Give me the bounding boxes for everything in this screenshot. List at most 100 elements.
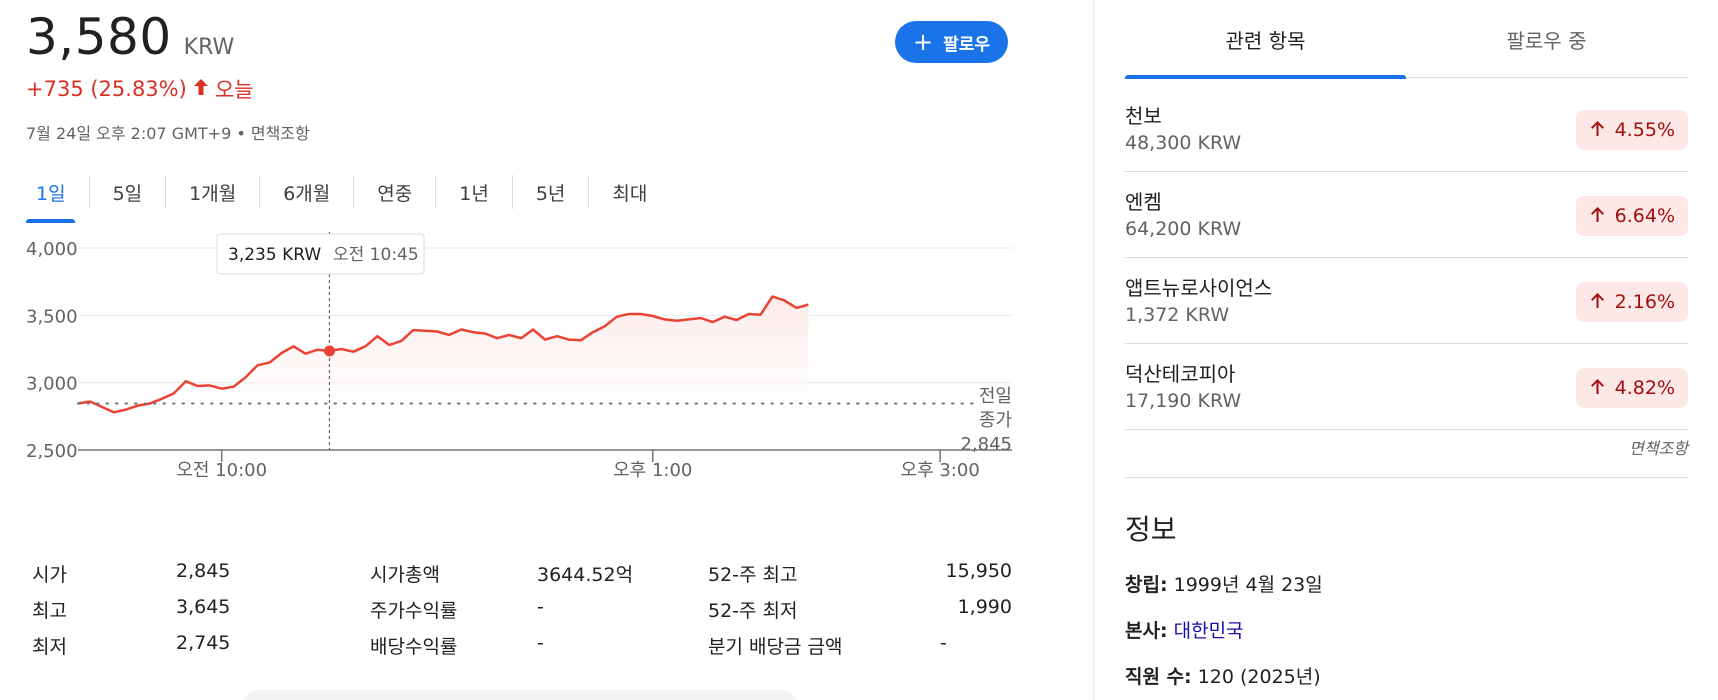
related-price: 48,300 KRW xyxy=(1125,132,1242,154)
related-item[interactable]: 천보 48,300 KRW 4.55% xyxy=(1125,86,1688,172)
tab-range-1m[interactable]: 1개월 xyxy=(166,175,261,209)
range-tabs: 1일 5일 1개월 6개월 연중 1년 5년 최대 xyxy=(26,172,670,223)
tab-related[interactable]: 관련 항목 xyxy=(1125,0,1406,79)
stats-row: 최저 2,745 배당수익률 - 분기 배당금 금액 - xyxy=(32,632,1012,662)
info-hq-link[interactable]: 대한민국 xyxy=(1173,620,1244,642)
info-founded-label: 창립: xyxy=(1125,574,1168,596)
related-disclaimer[interactable]: 면책조항 xyxy=(1629,439,1688,458)
stat-label-pe-ratio: 주가수익률 xyxy=(370,600,458,622)
quote-panel: 3,580 KRW +735 (25.83%) 오늘 7월 24일 오후 2:0… xyxy=(0,8,1020,700)
follow-button[interactable]: + 팔로우 xyxy=(895,21,1008,63)
stat-label-low: 최저 xyxy=(32,636,67,658)
y-tick-label: 3,000 xyxy=(26,374,78,395)
stats-row: 최고 3,645 주가수익률 - 52-주 최저 1,990 xyxy=(32,596,1012,626)
hover-point xyxy=(323,345,335,357)
stat-value-52w-high: 15,950 xyxy=(945,560,1012,582)
related-item[interactable]: 앱트뉴로사이언스 1,372 KRW 2.16% xyxy=(1125,258,1688,344)
related-change-badge: 4.55% xyxy=(1575,110,1688,150)
related-change: 6.64% xyxy=(1614,205,1675,227)
change-value: +735 (25.83%) xyxy=(26,77,187,101)
stat-value-dividend-yield: - xyxy=(537,632,544,654)
tab-following[interactable]: 팔로우 중 xyxy=(1506,28,1587,53)
side-tabs: 관련 항목 팔로우 중 xyxy=(1125,0,1688,79)
tooltip-time: 오전 10:45 xyxy=(333,245,419,265)
stat-label-quarterly-dividend: 분기 배당금 금액 xyxy=(708,636,843,658)
follow-button-label: 팔로우 xyxy=(943,34,991,55)
stat-value-market-cap: 3644.52억 xyxy=(537,564,634,586)
related-change-badge: 6.64% xyxy=(1575,196,1688,236)
stat-value-low: 2,745 xyxy=(176,632,231,654)
price-area-fill xyxy=(78,296,809,450)
tab-range-1y[interactable]: 1년 xyxy=(436,175,513,209)
x-tick-label: 오후 1:00 xyxy=(613,460,692,481)
info-title: 정보 xyxy=(1125,513,1177,546)
stat-label-market-cap: 시가총액 xyxy=(370,564,440,586)
stat-value-pe-ratio: - xyxy=(537,596,544,618)
tab-range-5d[interactable]: 5일 xyxy=(90,175,167,209)
related-name: 덕산테코피아 xyxy=(1125,362,1236,386)
stat-label-open: 시가 xyxy=(32,564,67,586)
x-tick-label: 오전 10:00 xyxy=(176,460,267,481)
stat-label-52w-high: 52-주 최고 xyxy=(708,564,798,586)
info-hq-label: 본사: xyxy=(1125,620,1168,642)
tab-range-1d[interactable]: 1일 xyxy=(26,175,90,223)
tab-range-5y[interactable]: 5년 xyxy=(513,175,590,209)
related-item[interactable]: 덕산테코피아 17,190 KRW 4.82% xyxy=(1125,344,1688,430)
hover-tooltip: 3,235 KRW 오전 10:45 xyxy=(216,233,425,275)
info-employees-value: 120 (2025년) xyxy=(1197,666,1321,688)
tooltip-box xyxy=(216,233,425,275)
current-price: 3,580 xyxy=(26,8,172,66)
more-info-pill[interactable] xyxy=(240,690,800,700)
info-employees: 직원 수: 120 (2025년) xyxy=(1125,662,1321,689)
side-panel: 관련 항목 팔로우 중 천보 48,300 KRW 4.55% 엔켐 64,20… xyxy=(1125,0,1688,700)
stat-value-high: 3,645 xyxy=(176,596,231,618)
x-tick-label: 오후 3:00 xyxy=(901,460,980,481)
stats-row: 시가 2,845 시가총액 3644.52억 52-주 최고 15,950 xyxy=(32,560,1012,590)
related-name: 앱트뉴로사이언스 xyxy=(1125,276,1273,300)
arrow-up-icon xyxy=(193,77,209,101)
currency-label: KRW xyxy=(183,35,235,60)
price-row: 3,580 KRW xyxy=(26,8,234,66)
info-founded: 창립: 1999년 4월 23일 xyxy=(1125,570,1323,597)
tab-range-ytd[interactable]: 연중 xyxy=(354,175,437,209)
related-change-badge: 4.82% xyxy=(1575,368,1688,408)
related-change-badge: 2.16% xyxy=(1575,282,1688,322)
y-tick-label: 4,000 xyxy=(26,239,78,260)
stat-value-open: 2,845 xyxy=(176,560,231,582)
related-change: 4.55% xyxy=(1614,119,1675,141)
price-line xyxy=(77,295,809,414)
y-tick-label: 3,500 xyxy=(26,306,78,327)
price-change: +735 (25.83%) 오늘 xyxy=(26,74,253,104)
related-change: 4.82% xyxy=(1614,377,1675,399)
stat-label-52w-low: 52-주 최저 xyxy=(708,600,798,622)
y-tick-label: 2,500 xyxy=(26,441,78,462)
stat-value-quarterly-dividend: - xyxy=(940,632,947,654)
section-divider xyxy=(1125,477,1688,478)
arrow-up-icon xyxy=(1590,376,1605,400)
related-price: 1,372 KRW xyxy=(1125,304,1230,326)
stat-label-high: 최고 xyxy=(32,600,67,622)
arrow-up-icon xyxy=(1590,290,1605,314)
plus-icon: + xyxy=(912,28,934,56)
change-period: 오늘 xyxy=(214,78,254,102)
related-name: 천보 xyxy=(1125,104,1162,128)
info-founded-value: 1999년 4월 23일 xyxy=(1173,574,1323,596)
tab-range-max[interactable]: 최대 xyxy=(612,182,648,205)
stat-label-dividend-yield: 배당수익률 xyxy=(370,636,458,658)
previous-close-label: 전일 xyxy=(979,386,1012,407)
previous-close-value: 2,845 xyxy=(960,434,1012,455)
arrow-up-icon xyxy=(1590,204,1605,228)
tab-range-6m[interactable]: 6개월 xyxy=(260,175,355,209)
quote-timestamp[interactable]: 7월 24일 오후 2:07 GMT+9 • 면책조항 xyxy=(26,124,310,143)
arrow-up-icon xyxy=(1590,118,1605,142)
previous-close-label: 종가 xyxy=(979,410,1012,431)
info-headquarters: 본사: 대한민국 xyxy=(1125,616,1244,643)
panel-divider xyxy=(1093,0,1094,700)
related-item[interactable]: 엔켐 64,200 KRW 6.64% xyxy=(1125,172,1688,258)
tooltip-price: 3,235 KRW xyxy=(228,245,321,265)
related-change: 2.16% xyxy=(1614,291,1675,313)
info-employees-label: 직원 수: xyxy=(1125,666,1192,688)
related-price: 64,200 KRW xyxy=(1125,218,1242,240)
